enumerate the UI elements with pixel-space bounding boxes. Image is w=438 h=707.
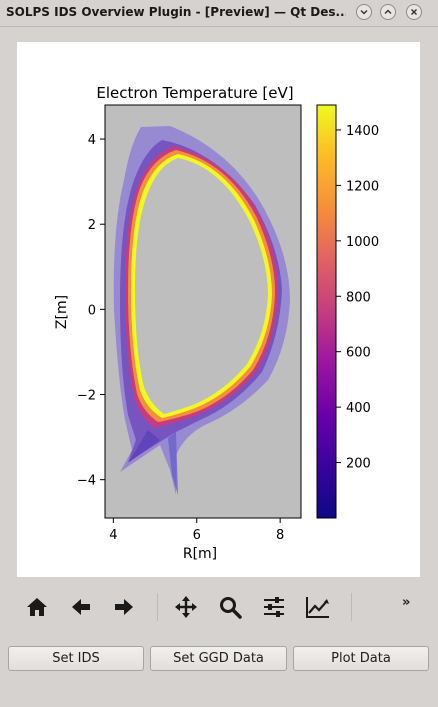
set-ids-button[interactable]: Set IDS [8,646,144,671]
y-tick-label: 2 [88,218,96,233]
close-button[interactable] [406,4,422,20]
forward-button[interactable] [106,585,142,629]
x-axis-label: R[m] [183,546,217,562]
toolbar-separator [351,593,352,621]
colorbar-tick-label: 800 [346,290,371,305]
maximize-button[interactable] [380,4,396,20]
back-arrow-icon [69,595,93,619]
toolbar-overflow-button[interactable]: » [402,595,410,610]
edit-axis-button[interactable] [300,585,336,629]
y-tick-label: −4 [77,474,96,489]
pan-button[interactable] [168,585,204,629]
back-button[interactable] [63,585,99,629]
colorbar-tick-label: 1000 [346,235,379,250]
x-tick-label: 6 [193,528,201,543]
y-tick-label: 4 [88,133,96,148]
zoom-icon [218,595,242,619]
navigation-toolbar: » [0,585,438,629]
x-tick-label: 4 [109,528,117,543]
temperature-plot: Electron Temperature [eV] 4 6 8 4 2 0 −2 −4 R[… [17,42,420,577]
pan-icon [174,595,198,619]
configure-subplots-icon [262,595,286,619]
window-title: SOLPS IDS Overview Plugin - [Preview] — … [6,5,346,19]
colorbar-tick-label: 1200 [346,179,379,194]
x-axis-ticks: 4 6 8 [109,518,284,543]
home-button[interactable] [19,585,55,629]
plot-canvas[interactable]: Electron Temperature [eV] 4 6 8 4 2 0 −2 −4 R[… [17,42,420,577]
colorbar-tick-label: 400 [346,401,371,416]
edit-axis-icon [305,595,331,619]
set-ggd-data-button[interactable]: Set GGD Data [150,646,287,671]
colorbar [317,105,336,518]
home-icon [25,595,49,619]
colorbar-ticks: 1400 1200 1000 800 600 400 200 [336,124,379,472]
title-bar: SOLPS IDS Overview Plugin - [Preview] — … [0,0,438,27]
toolbar-separator [157,593,158,621]
chevron-up-icon [383,7,393,17]
plot-title: Electron Temperature [eV] [96,84,293,102]
configure-subplots-button[interactable] [256,585,292,629]
close-icon [409,7,419,17]
colorbar-tick-label: 200 [346,457,371,472]
y-axis-ticks: 4 2 0 −2 −4 [77,133,105,489]
colorbar-tick-label: 1400 [346,124,379,139]
forward-arrow-icon [112,595,136,619]
y-tick-label: −2 [77,389,96,404]
x-tick-label: 8 [276,528,284,543]
zoom-button[interactable] [212,585,248,629]
colorbar-tick-label: 600 [346,346,371,361]
y-tick-label: 0 [88,303,96,318]
plot-data-button[interactable]: Plot Data [293,646,429,671]
y-axis-label: Z[m] [54,295,70,329]
chevron-down-icon [359,7,369,17]
minimize-button[interactable] [356,4,372,20]
